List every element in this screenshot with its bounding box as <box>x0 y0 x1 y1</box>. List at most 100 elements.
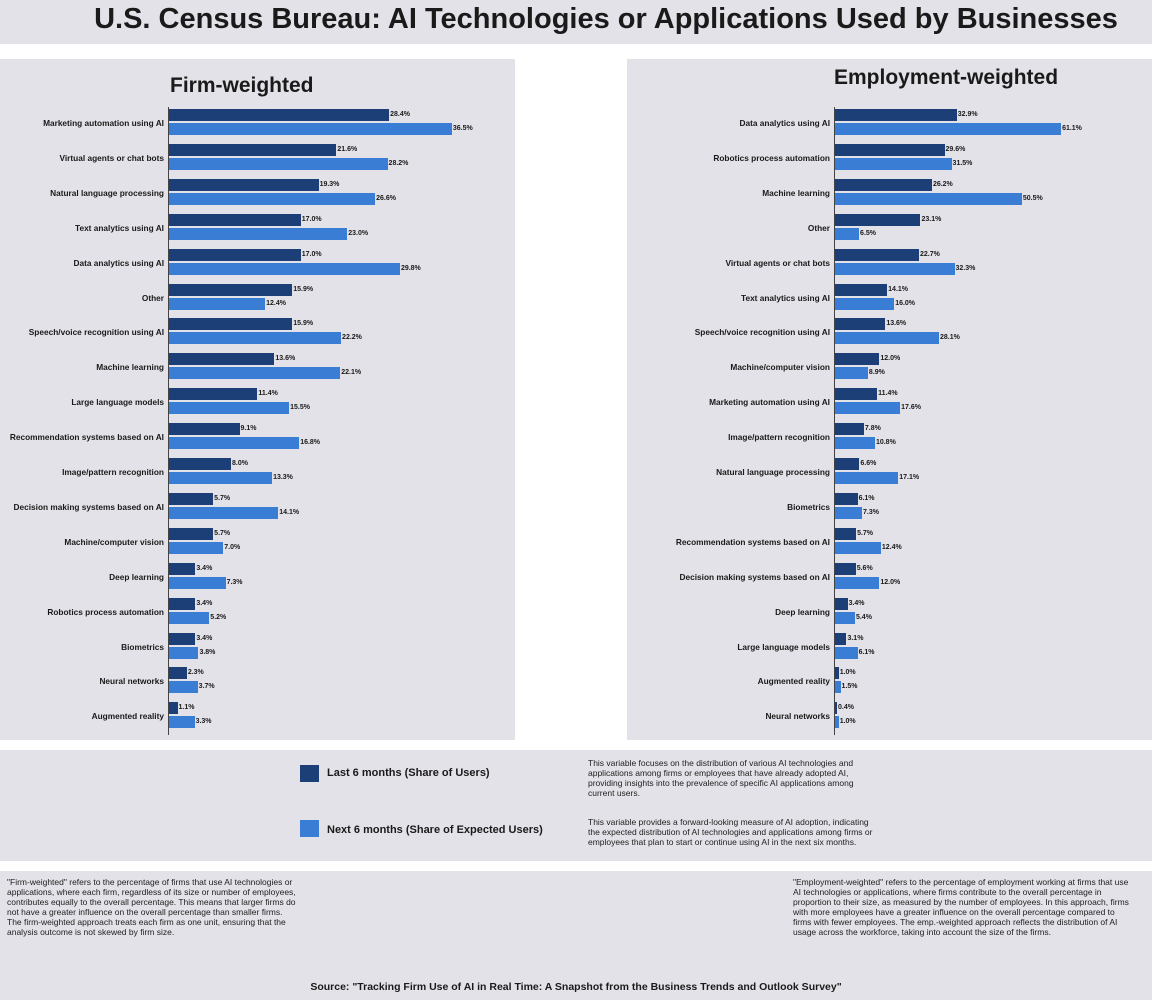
category-label-speech-voice-recognition-using-ai: Speech/voice recognition using AI <box>28 327 164 338</box>
value-label-next-machine-learning: 50.5% <box>1022 194 1043 202</box>
value-label-last-neural-networks: 0.4% <box>838 704 854 712</box>
bar-last-decision-making-systems-based-on-ai <box>835 562 856 575</box>
value-label-next-augmented-reality: 3.3% <box>195 718 212 726</box>
bar-next-text-analytics-using-ai <box>835 297 895 310</box>
value-label-next-marketing-automation-using-ai: 17.6% <box>901 404 921 412</box>
bar-last-text-analytics-using-ai <box>169 213 301 226</box>
value-label-last-large-language-models: 11.4% <box>258 390 278 398</box>
bar-next-robotics-process-automation <box>169 611 210 624</box>
value-label-next-data-analytics-using-ai: 61.1% <box>1062 125 1082 132</box>
bar-next-speech-voice-recognition-using-ai <box>169 332 342 345</box>
y-axis-line <box>834 107 835 736</box>
value-label-next-neural-networks: 1.0% <box>839 718 856 726</box>
value-label-last-marketing-automation-using-ai: 11.4% <box>878 390 898 398</box>
value-label-last-natural-language-processing: 19.3% <box>319 180 340 188</box>
bar-next-image-pattern-recognition <box>169 472 273 484</box>
bar-next-deep-learning <box>835 611 855 624</box>
bar-last-machine-computer-vision <box>169 527 214 540</box>
employment-weighted-note: "Employment-weighted" refers to the perc… <box>793 877 1129 937</box>
value-label-last-virtual-agents-or-chat-bots: 22.7% <box>919 250 940 258</box>
category-label-virtual-agents-or-chat-bots: Virtual agents or chat bots <box>59 152 164 163</box>
value-label-next-robotics-process-automation: 5.2% <box>210 613 227 621</box>
value-label-next-recommendation-systems-based-on-ai: 16.8% <box>300 439 321 447</box>
bar-last-biometrics <box>169 632 196 645</box>
category-label-speech-voice-recognition-using-ai: Speech/voice recognition using AI <box>694 327 830 338</box>
value-label-next-virtual-agents-or-chat-bots: 28.2% <box>388 159 409 167</box>
value-label-last-recommendation-systems-based-on-ai: 9.1% <box>240 425 257 433</box>
category-label-decision-making-systems-based-on-ai: Decision making systems based on AI <box>13 501 164 512</box>
value-label-next-biometrics: 7.3% <box>863 508 879 516</box>
firm-weighted-title: Firm-weighted <box>170 74 314 97</box>
value-label-last-machine-computer-vision: 5.7% <box>214 529 231 537</box>
value-label-last-machine-learning: 13.6% <box>275 355 296 363</box>
category-label-biometrics: Biometrics <box>787 501 830 512</box>
value-label-next-data-analytics-using-ai: 29.8% <box>400 264 421 272</box>
value-label-last-machine-computer-vision: 12.0% <box>880 355 901 363</box>
value-label-last-neural-networks: 2.3% <box>187 669 204 677</box>
value-label-next-augmented-reality: 1.5% <box>841 683 858 691</box>
value-label-next-decision-making-systems-based-on-ai: 14.1% <box>279 508 300 516</box>
bar-next-data-analytics-using-ai <box>169 262 400 275</box>
page-title: U.S. Census Bureau: AI Technologies or A… <box>94 3 1118 35</box>
bar-next-natural-language-processing <box>835 472 899 484</box>
category-label-robotics-process-automation: Robotics process automation <box>713 152 830 163</box>
bar-last-machine-learning <box>169 353 275 366</box>
bar-last-augmented-reality <box>169 702 178 715</box>
value-label-next-machine-computer-vision: 8.9% <box>868 369 885 377</box>
bar-last-deep-learning <box>835 597 848 610</box>
value-label-next-speech-voice-recognition-using-ai: 22.2% <box>342 334 362 342</box>
employment-weighted-title: Employment-weighted <box>834 66 1059 89</box>
value-label-next-image-pattern-recognition: 10.8% <box>875 439 896 447</box>
category-label-marketing-automation-using-ai: Marketing automation using AI <box>709 397 830 408</box>
bar-last-large-language-models <box>835 632 847 645</box>
value-label-next-large-language-models: 6.1% <box>858 648 875 656</box>
bar-next-machine-learning <box>835 192 1022 205</box>
bar-last-recommendation-systems-based-on-ai <box>835 527 857 540</box>
category-label-marketing-automation-using-ai: Marketing automation using AI <box>43 118 164 128</box>
value-label-last-augmented-reality: 1.0% <box>839 669 856 677</box>
bar-next-augmented-reality <box>835 681 841 694</box>
category-label-other: Other <box>807 222 830 233</box>
category-label-image-pattern-recognition: Image/pattern recognition <box>62 467 164 477</box>
legend-swatch-last <box>300 765 319 782</box>
firm-weighted-panel: Firm-weighted Marketing automation using… <box>0 59 515 740</box>
category-label-data-analytics-using-ai: Data analytics using AI <box>739 118 830 128</box>
bar-next-machine-computer-vision <box>835 367 868 380</box>
value-label-last-augmented-reality: 1.1% <box>178 704 195 712</box>
bar-next-large-language-models <box>169 402 290 415</box>
value-label-last-virtual-agents-or-chat-bots: 21.6% <box>337 145 358 153</box>
bar-next-natural-language-processing <box>169 192 376 205</box>
bar-next-other <box>169 297 266 310</box>
bar-last-recommendation-systems-based-on-ai <box>169 423 240 436</box>
value-label-last-decision-making-systems-based-on-ai: 5.6% <box>856 564 873 572</box>
value-label-last-text-analytics-using-ai: 17.0% <box>301 215 322 223</box>
bar-last-text-analytics-using-ai <box>835 283 888 296</box>
legend-label-next: Next 6 months (Share of Expected Users) <box>327 824 543 836</box>
bar-last-data-analytics-using-ai <box>835 109 957 121</box>
category-label-other: Other <box>141 292 164 303</box>
bar-next-other <box>835 227 860 240</box>
value-label-last-image-pattern-recognition: 7.8% <box>864 425 881 433</box>
value-label-last-decision-making-systems-based-on-ai: 5.7% <box>214 494 231 502</box>
bar-next-neural-networks <box>835 716 839 729</box>
bar-last-image-pattern-recognition <box>835 423 864 436</box>
value-label-next-text-analytics-using-ai: 23.0% <box>348 229 369 237</box>
category-label-neural-networks: Neural networks <box>765 711 830 722</box>
category-label-machine-learning: Machine learning <box>762 187 830 198</box>
value-label-last-recommendation-systems-based-on-ai: 5.7% <box>857 529 874 537</box>
bar-last-other <box>835 213 921 226</box>
bar-next-speech-voice-recognition-using-ai <box>835 332 939 345</box>
category-label-virtual-agents-or-chat-bots: Virtual agents or chat bots <box>725 257 830 268</box>
bar-next-virtual-agents-or-chat-bots <box>169 157 388 170</box>
value-label-next-deep-learning: 5.4% <box>855 613 872 621</box>
bar-next-machine-computer-vision <box>169 541 224 554</box>
legend-description-next: This variable provides a forward-looking… <box>588 817 873 847</box>
value-label-last-marketing-automation-using-ai: 28.4% <box>390 111 410 118</box>
notes-band: "Firm-weighted" refers to the percentage… <box>0 871 1152 1000</box>
bar-next-data-analytics-using-ai <box>835 123 1062 135</box>
bar-next-marketing-automation-using-ai <box>835 402 901 415</box>
value-label-last-speech-voice-recognition-using-ai: 13.6% <box>886 320 907 328</box>
bar-last-natural-language-processing <box>169 178 319 191</box>
category-label-decision-making-systems-based-on-ai: Decision making systems based on AI <box>679 571 830 582</box>
value-label-last-other: 23.1% <box>921 215 942 223</box>
